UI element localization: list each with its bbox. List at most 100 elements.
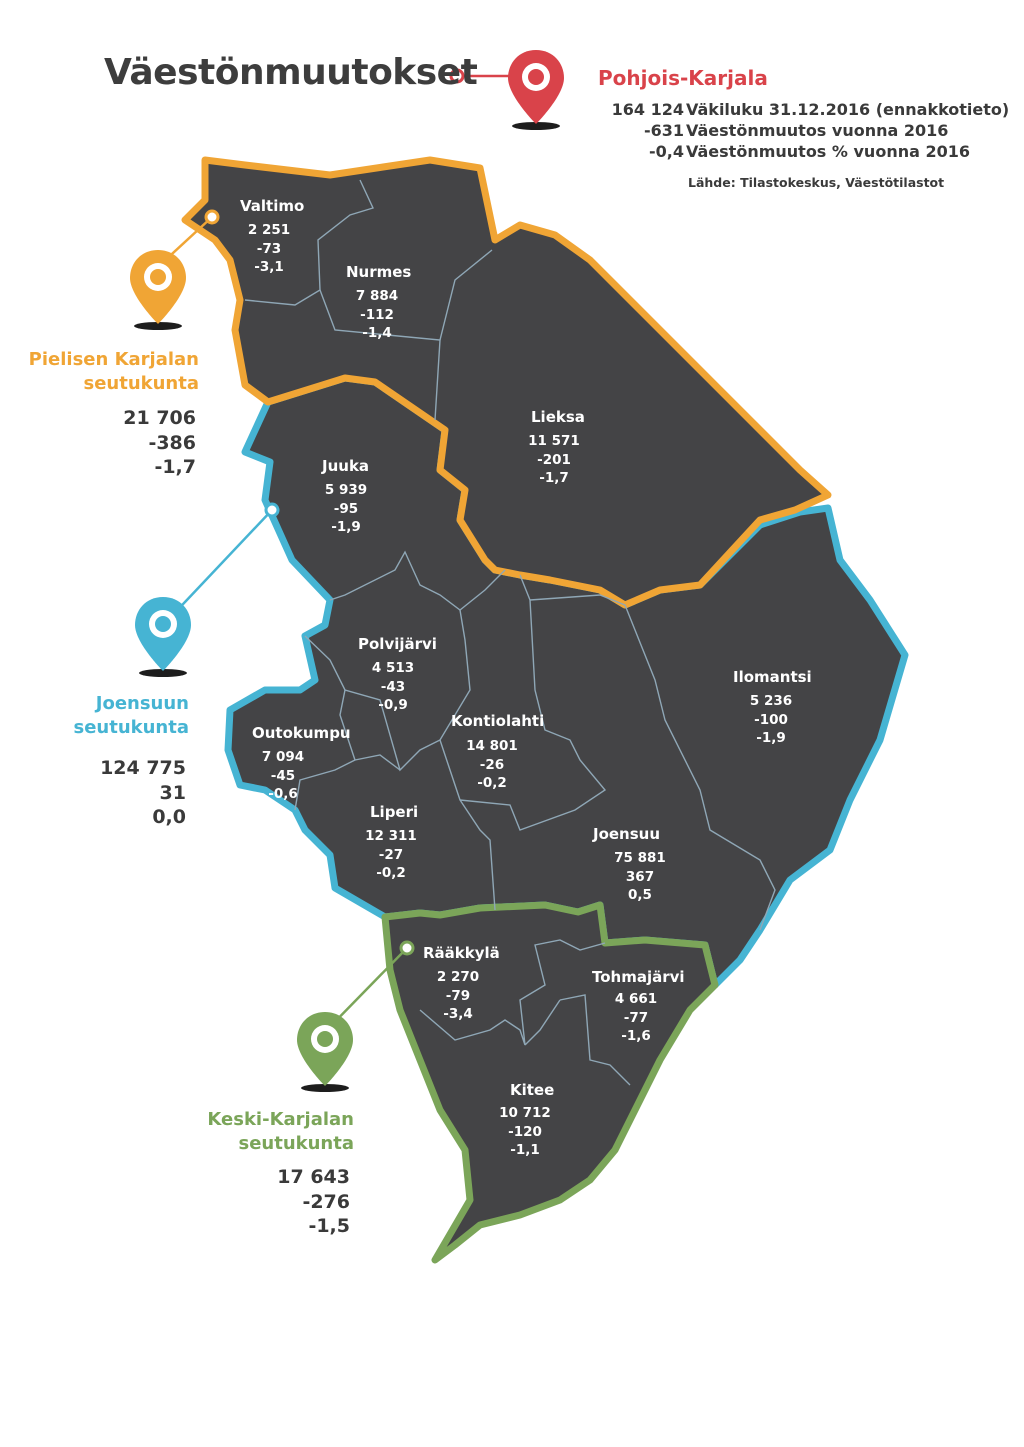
municipality-name: Valtimo bbox=[240, 197, 305, 215]
municipality-stats: 4 513 -43 -0,9 bbox=[370, 659, 416, 715]
municipality-stats: 12 311 -27 -0,2 bbox=[363, 827, 419, 883]
map-pin-icon bbox=[297, 1012, 353, 1092]
municipality-name: Juuka bbox=[322, 457, 370, 475]
subregion-name-line1: Joensuun bbox=[95, 693, 189, 714]
municipality-change-pct: -3,4 bbox=[443, 1006, 473, 1022]
municipality-label: Joensuu bbox=[593, 825, 660, 843]
municipality-population: 14 801 bbox=[466, 738, 518, 754]
municipality-population: 7 094 bbox=[261, 749, 305, 765]
subregion-name: Pielisen Karjalan seutukunta bbox=[29, 348, 199, 396]
subregion-change: -276 bbox=[302, 1190, 350, 1213]
municipality-name: Rääkkylä bbox=[423, 944, 500, 962]
municipality-name: Joensuu bbox=[593, 825, 661, 843]
municipality-stats: 14 801 -26 -0,2 bbox=[464, 737, 520, 793]
municipality-change: -95 bbox=[333, 500, 359, 517]
municipality-name: Kitee bbox=[510, 1081, 555, 1099]
municipality-label: Valtimo bbox=[240, 197, 304, 215]
municipality-stats: 10 712 -120 -1,1 bbox=[497, 1104, 553, 1160]
municipality-stats: 7 094 -45 -0,6 bbox=[260, 748, 306, 804]
municipality-name: Outokumpu bbox=[252, 724, 351, 742]
region-population-value: 164 124 bbox=[611, 100, 684, 119]
region-name: Pohjois-Karjala bbox=[598, 66, 768, 90]
municipality-population: 7 884 bbox=[355, 288, 399, 304]
subregion-population: 21 706 bbox=[123, 407, 196, 429]
subregion-stats: 124 775 31 0,0 bbox=[100, 756, 186, 830]
region-change-pct-value: -0,4 bbox=[649, 142, 684, 161]
subregion-stats: 17 643 -276 -1,5 bbox=[277, 1165, 350, 1239]
municipality-label: Outokumpu bbox=[252, 724, 351, 742]
municipality-change: -100 bbox=[754, 711, 788, 728]
page-title: Väestönmuutokset bbox=[104, 52, 478, 93]
municipality-name: Nurmes bbox=[346, 263, 412, 281]
municipality-population: 12 311 bbox=[365, 828, 417, 844]
municipality-stats: 5 939 -95 -1,9 bbox=[323, 481, 369, 537]
municipality-name: Liperi bbox=[370, 803, 419, 821]
municipality-label: Nurmes bbox=[346, 263, 411, 281]
municipality-population: 10 712 bbox=[499, 1105, 551, 1121]
municipality-stats: 11 571 -201 -1,7 bbox=[526, 432, 582, 488]
municipality-change: -77 bbox=[623, 1009, 649, 1026]
subregion-name: Joensuun seutukunta bbox=[73, 692, 189, 740]
municipality-label: Polvijärvi bbox=[358, 635, 437, 653]
municipality-change-pct: 0,5 bbox=[628, 887, 652, 903]
map-pin-icon bbox=[135, 597, 191, 677]
municipality-change: -79 bbox=[445, 987, 471, 1004]
municipality-stats: 7 884 -112 -1,4 bbox=[354, 287, 400, 343]
subregion-change: -386 bbox=[148, 431, 196, 454]
subregion-stats: 21 706 -386 -1,7 bbox=[123, 406, 196, 480]
subregion-name-line2: seutukunta bbox=[238, 1133, 354, 1154]
municipality-population: 4 513 bbox=[371, 660, 415, 676]
municipality-change-pct: -1,7 bbox=[539, 470, 569, 486]
municipality-population: 5 939 bbox=[324, 482, 368, 498]
municipality-label: Kontiolahti bbox=[451, 712, 544, 730]
municipality-label: Ilomantsi bbox=[733, 668, 812, 686]
municipality-change: -201 bbox=[537, 451, 571, 468]
municipality-change-pct: -1,4 bbox=[362, 325, 392, 341]
subregion-change-pct: 0,0 bbox=[152, 806, 186, 828]
municipality-stats: 2 270 -79 -3,4 bbox=[435, 968, 481, 1024]
municipality-change: -120 bbox=[508, 1123, 542, 1140]
municipality-stats: 75 881 367 0,5 bbox=[612, 849, 668, 905]
municipality-label: Liperi bbox=[370, 803, 418, 821]
municipality-change: -45 bbox=[270, 767, 296, 784]
source-note: Lähde: Tilastokeskus, Väestötilastot bbox=[688, 175, 945, 190]
municipality-change-pct: -1,9 bbox=[756, 730, 786, 746]
subregion-name: Keski-Karjalan seutukunta bbox=[207, 1108, 354, 1156]
municipality-change-pct: -1,6 bbox=[621, 1028, 651, 1044]
subregion-change-pct: -1,5 bbox=[308, 1215, 350, 1237]
keski-karjalan-seutukunta-area bbox=[381, 901, 719, 1264]
municipality-population: 2 251 bbox=[247, 222, 291, 238]
municipality-change-pct: -0,6 bbox=[268, 786, 298, 802]
municipality-change: -43 bbox=[380, 678, 406, 695]
municipality-population: 4 661 bbox=[614, 991, 658, 1007]
subregion-change: 31 bbox=[159, 781, 186, 804]
municipal-borders bbox=[244, 179, 776, 1086]
subregion-name-line2: seutukunta bbox=[83, 373, 199, 394]
subregion-name-line1: Keski-Karjalan bbox=[207, 1109, 354, 1130]
subregion-name-line1: Pielisen Karjalan bbox=[28, 349, 199, 370]
municipality-change-pct: -0,2 bbox=[477, 775, 507, 791]
region-change-value: -631 bbox=[643, 121, 684, 140]
municipality-change-pct: -0,9 bbox=[378, 697, 408, 713]
municipality-name: Tohmajärvi bbox=[592, 968, 685, 986]
municipality-change-pct: -1,1 bbox=[510, 1142, 540, 1158]
subregion-name-line2: seutukunta bbox=[73, 717, 189, 738]
pielisen-karjalan-seutukunta-area bbox=[181, 156, 832, 609]
municipality-stats: 5 236 -100 -1,9 bbox=[748, 692, 794, 748]
region-change-label: Väestönmuutos vuonna 2016 bbox=[686, 121, 949, 140]
municipality-change: -73 bbox=[256, 240, 282, 257]
municipality-label: Rääkkylä bbox=[423, 944, 500, 962]
municipality-population: 5 236 bbox=[749, 693, 793, 709]
subregion-change-pct: -1,7 bbox=[154, 456, 196, 478]
municipality-population: 11 571 bbox=[528, 433, 580, 449]
municipality-name: Polvijärvi bbox=[358, 635, 437, 653]
municipality-name: Ilomantsi bbox=[733, 668, 812, 686]
map-pin-icon bbox=[508, 50, 564, 130]
subregion-population: 17 643 bbox=[277, 1166, 350, 1188]
municipality-change: -112 bbox=[360, 306, 394, 323]
municipality-label: Tohmajärvi bbox=[592, 968, 685, 986]
municipality-label: Juuka bbox=[322, 457, 369, 475]
